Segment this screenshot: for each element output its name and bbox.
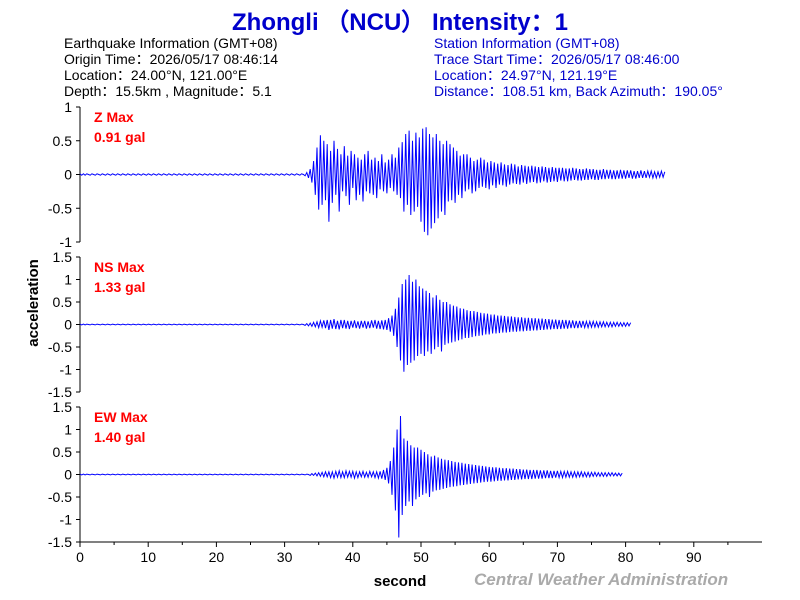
- y-tick-label-ew: -1: [60, 512, 73, 528]
- x-tick-label: 90: [686, 549, 702, 565]
- y-tick-label-ns: 0: [64, 317, 72, 333]
- max-label-ew: EW Max: [94, 409, 148, 425]
- station-info-heading: Station Information (GMT+08): [434, 35, 620, 51]
- origin-time: Origin Time：2026/05/17 08:46:14: [64, 51, 279, 67]
- trace-ns: [79, 274, 632, 372]
- y-tick-label-z: 0.5: [53, 133, 73, 149]
- y-tick-label-ns: -1: [60, 362, 73, 378]
- x-tick-label: 30: [277, 549, 293, 565]
- trace-start-time: Trace Start Time：2026/05/17 08:46:00: [434, 51, 680, 67]
- y-axis-label: acceleration: [25, 259, 42, 347]
- y-tick-label-ew: 1: [64, 422, 72, 438]
- max-value-ew: 1.40 gal: [94, 429, 145, 445]
- max-label-z: Z Max: [94, 109, 134, 125]
- y-tick-label-ns: 1: [64, 272, 72, 288]
- trace-ew: [79, 415, 623, 538]
- y-tick-label-ns: 1.5: [53, 249, 73, 265]
- y-tick-label-ew: -1.5: [48, 534, 72, 550]
- x-tick-label: 70: [550, 549, 566, 565]
- max-label-ns: NS Max: [94, 259, 145, 275]
- x-axis-label: second: [374, 573, 427, 590]
- distance-azimuth: Distance：108.51 km, Back Azimuth：190.05°: [434, 83, 723, 99]
- x-tick-label: 20: [209, 549, 225, 565]
- y-tick-label-ew: -0.5: [48, 489, 72, 505]
- station-info: Station Information (GMT+08) Trace Start…: [434, 35, 723, 99]
- depth-magnitude: Depth：15.5km , Magnitude：5.1: [64, 83, 272, 99]
- y-tick-label-z: 1: [64, 99, 72, 115]
- x-tick-label: 80: [618, 549, 634, 565]
- x-tick-label: 40: [345, 549, 361, 565]
- chart-title: Zhongli （NCU） Intensity：1: [232, 9, 568, 36]
- station-location: Location：24.97°N, 121.19°E: [434, 67, 618, 83]
- trace-z: [79, 127, 666, 236]
- y-tick-label-z: -0.5: [48, 200, 72, 216]
- x-tick-label: 60: [481, 549, 497, 565]
- max-value-z: 0.91 gal: [94, 129, 145, 145]
- earthquake-info: Earthquake Information (GMT+08) Origin T…: [64, 35, 278, 99]
- x-tick-label: 0: [76, 549, 84, 565]
- y-tick-label-z: 0: [64, 167, 72, 183]
- y-tick-label-ew: 1.5: [53, 399, 73, 415]
- max-value-ns: 1.33 gal: [94, 279, 145, 295]
- y-tick-label-ew: 0.5: [53, 444, 73, 460]
- earthquake-info-heading: Earthquake Information (GMT+08): [64, 35, 278, 51]
- x-tick-label: 50: [413, 549, 429, 565]
- y-tick-label-ns: -1.5: [48, 384, 72, 400]
- organization-credit: Central Weather Administration: [474, 570, 729, 589]
- x-tick-label: 10: [140, 549, 156, 565]
- y-tick-label-ew: 0: [64, 467, 72, 483]
- y-tick-label-z: -1: [60, 234, 73, 250]
- epicenter-location: Location：24.00°N, 121.00°E: [64, 67, 248, 83]
- y-tick-label-ns: 0.5: [53, 294, 73, 310]
- y-tick-label-ns: -0.5: [48, 339, 72, 355]
